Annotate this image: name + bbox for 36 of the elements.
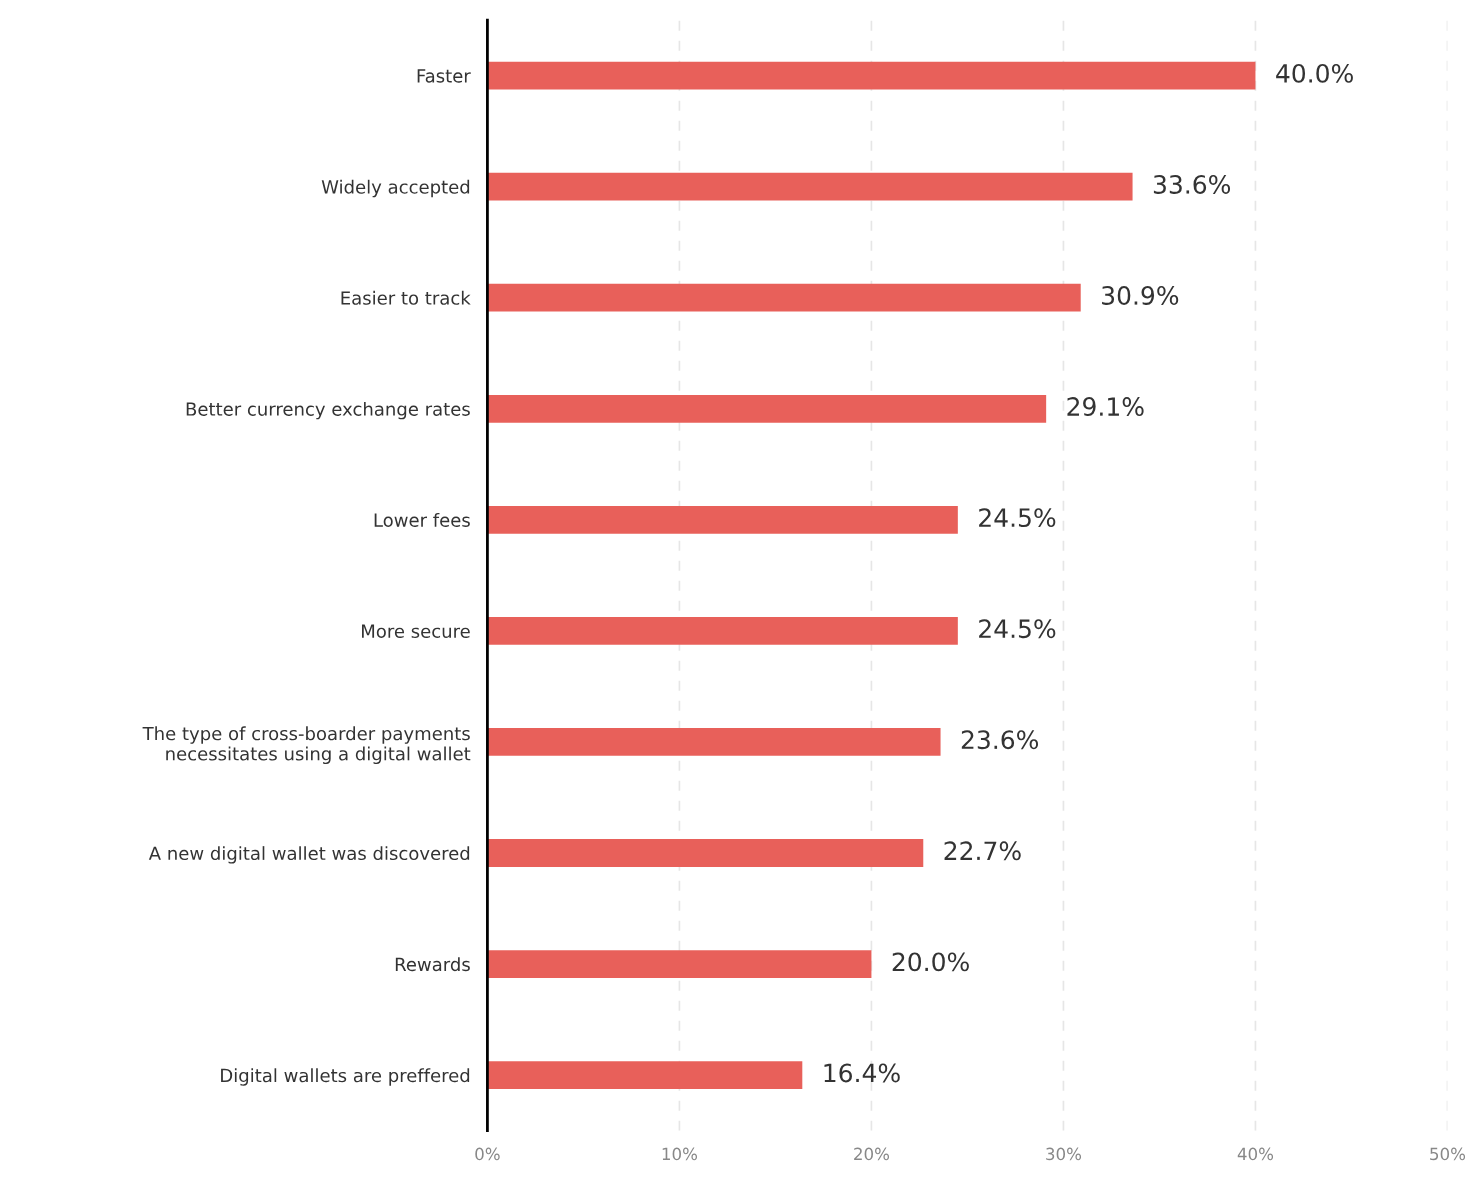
data-label: 30.9% — [1102, 286, 1179, 305]
x-tick-label: 40% — [1237, 1147, 1274, 1161]
data-label: 33.6% — [1153, 174, 1231, 194]
y-tick-label: More secure — [362, 624, 470, 638]
bar — [487, 1061, 803, 1090]
bar — [487, 394, 1047, 423]
data-label: 29.1% — [1067, 397, 1144, 417]
data-label: 24.5% — [979, 508, 1056, 528]
y-tick-label: Rewards — [395, 957, 470, 972]
bar — [487, 61, 1256, 90]
data-label: 24.5% — [979, 619, 1056, 639]
y-tick-label: The type of cross-boarder payments necessitates using a digital wallet — [142, 726, 471, 765]
data-label: 40.0% — [1276, 63, 1353, 83]
y-tick-label: Digital wallets are preffered — [221, 1068, 470, 1086]
bar — [487, 728, 941, 756]
bar — [487, 839, 924, 867]
data-label: 23.6% — [961, 730, 1039, 750]
y-tick-label: Easier to track — [341, 290, 471, 305]
x-tick-label: 0% — [475, 1147, 500, 1161]
bar — [487, 617, 958, 645]
data-label: 22.7% — [944, 841, 1021, 861]
data-label: 20.0% — [892, 952, 969, 972]
bar — [487, 950, 872, 978]
data-label: 16.4% — [824, 1063, 900, 1083]
bar — [487, 172, 1133, 201]
x-tick-label: 50% — [1430, 1147, 1466, 1161]
y-tick-label: Widely accepted — [321, 179, 470, 198]
y-tick-label: A new digital wallet was discovered — [148, 846, 470, 864]
bar — [487, 505, 958, 534]
bar — [487, 283, 1081, 312]
y-tick-label: Lower fees — [374, 512, 470, 527]
y-tick-label: Better currency exchange rates — [186, 401, 470, 420]
y-tick-label: Faster — [417, 69, 471, 83]
x-tick-label: 10% — [662, 1147, 698, 1161]
x-tick-label: 30% — [1046, 1147, 1082, 1161]
x-tick-label: 20% — [854, 1147, 890, 1161]
